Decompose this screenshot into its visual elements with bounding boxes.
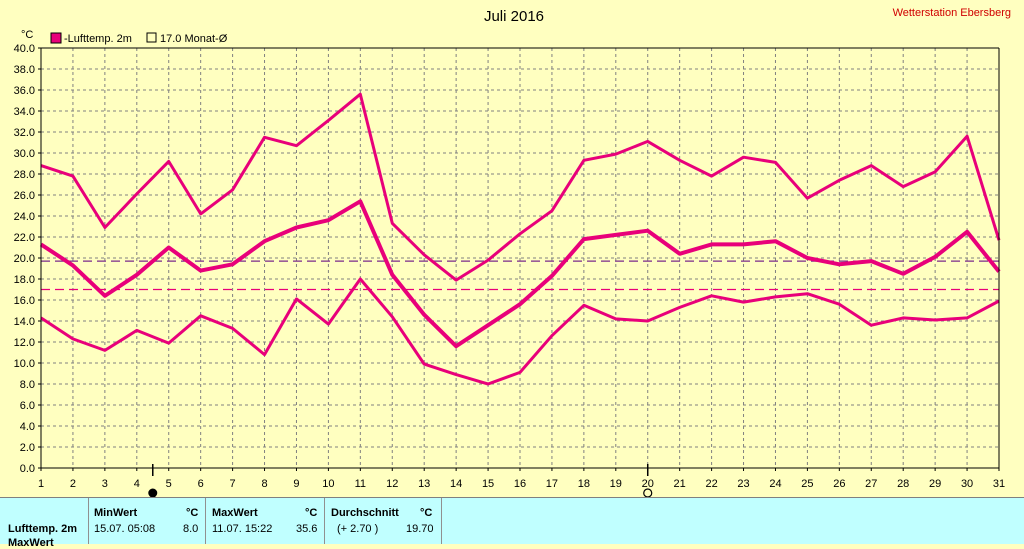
x-tick-label: 7 [230,478,236,490]
x-tick-label: 23 [737,478,749,490]
x-tick-label: 27 [865,478,877,490]
x-tick-label: 15 [482,478,494,490]
y-tick-label: 28.0 [14,169,35,181]
new-moon-icon [148,488,158,497]
y-tick-label: 16.0 [14,295,35,307]
avg-unit: °C [420,507,433,519]
x-tick-label: 19 [610,478,622,490]
x-tick-label: 26 [833,478,845,490]
stats-divider [324,498,325,544]
x-tick-label: 13 [418,478,430,490]
statistics-panel: MinWert °C MaxWert °C Durchschnitt °C Lu… [0,497,1024,549]
x-tick-label: 1 [38,478,44,490]
temperature-chart: Juli 2016 Wetterstation Ebersberg -Luftt… [14,7,1011,497]
max-value: 35.6 [296,523,318,535]
min-header: MinWert [94,507,138,519]
x-tick-label: 5 [166,478,172,490]
x-tick-label: 6 [198,478,204,490]
y-tick-label: 2.0 [20,442,35,454]
y-tick-label: 26.0 [14,190,35,202]
avg-delta: (+ 2.70 ) [337,523,379,535]
min-time: 15.07. 05:08 [94,523,156,535]
x-tick-label: 20 [642,478,654,490]
y-tick-label: 24.0 [14,211,35,223]
x-tick-label: 24 [769,478,781,490]
series-line-max [40,92,1001,282]
x-tick-label: 9 [293,478,299,490]
stats-divider [441,498,442,544]
y-tick-label: 22.0 [14,232,35,244]
y-tick-label: 10.0 [14,358,35,370]
y-tick-label: 18.0 [14,274,35,286]
legend-swatch-open [146,32,157,43]
y-tick-label: 36.0 [14,85,35,97]
avg-header: Durchschnitt [331,507,399,519]
x-tick-label: 4 [134,478,140,490]
legend-label-temperature: -Lufttemp. 2m [64,33,132,45]
y-tick-label: 30.0 [14,148,35,160]
y-axis-unit: °C [21,29,33,41]
x-tick-labels: 1 2 3 4 5 6 7 8 9 10 11 12 13 14 15 16 17 18 19 20 21 22 23 24 2… [38,468,1005,490]
x-tick-label: 18 [578,478,590,490]
legend-swatch-filled [50,32,62,44]
full-moon-icon [643,488,653,497]
max-unit: °C [305,507,318,519]
stats-divider [205,498,206,544]
reference-lines [41,260,999,291]
min-unit: °C [186,507,199,519]
x-tick-label: 17 [546,478,558,490]
x-tick-label: 11 [355,478,366,490]
stats-divider [88,498,89,544]
series-line-mean [39,199,1001,349]
y-tick-label: 40.0 [14,43,35,55]
avg-value: 19.70 [406,523,434,535]
y-tick-labels: 0.0 2.0 4.0 6.0 8.0 10.0 12.0 14.0 16.0 18.0 20.0 2… [14,43,41,475]
x-tick-label: 28 [897,478,909,490]
y-tick-label: 20.0 [14,253,35,265]
x-tick-label: 3 [102,478,108,490]
x-tick-label: 22 [705,478,717,490]
station-name: Wetterstation Ebersberg [893,7,1011,19]
x-tick-label: 12 [386,478,398,490]
x-tick-label: 14 [450,478,462,490]
y-tick-label: 38.0 [14,64,35,76]
row-label: Lufttemp. 2m [8,523,78,535]
min-value: 8.0 [183,523,199,535]
x-tick-label: 29 [929,478,941,490]
y-tick-label: 14.0 [14,316,35,328]
legend: -Lufttemp. 2m 17.0 Monat-Ø [50,32,228,45]
row-label-2: MaxWert [8,537,54,549]
max-time: 11.07. 15:22 [212,523,273,535]
y-tick-label: 4.0 [20,421,35,433]
x-tick-label: 10 [322,478,334,490]
moon-markers [148,464,653,497]
x-tick-label: 25 [801,478,813,490]
x-tick-label: 16 [514,478,526,490]
legend-label-monthly-mean: 17.0 Monat-Ø [160,33,228,45]
y-tick-label: 0.0 [20,463,35,475]
y-tick-label: 32.0 [14,127,35,139]
series-lines [39,92,1001,386]
series-line-min [40,277,1000,386]
chart-title: Juli 2016 [484,8,544,25]
y-tick-label: 6.0 [20,400,35,412]
y-tick-label: 34.0 [14,106,35,118]
y-tick-label: 8.0 [20,379,35,391]
x-tick-label: 21 [674,478,686,490]
x-tick-label: 31 [993,478,1005,490]
max-header: MaxWert [212,507,258,519]
x-tick-label: 8 [261,478,267,490]
y-tick-label: 12.0 [14,337,35,349]
x-tick-label: 30 [961,478,973,490]
x-tick-label: 2 [70,478,76,490]
